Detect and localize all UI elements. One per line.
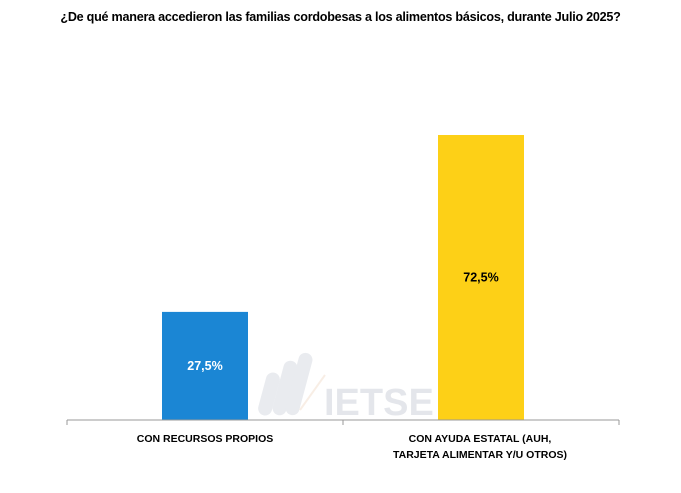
svg-text:IETSE: IETSE [324,382,434,424]
data-label: 72,5% [463,271,498,285]
watermark-logo: IETSE [258,352,434,424]
x-tick-label: CON AYUDA ESTATAL (AUH, TARJETA ALIMENTA… [392,433,568,461]
chart-title: ¿De qué manera accedieron las familias c… [60,10,621,24]
x-tick-label: CON RECURSOS PROPIOS [136,433,274,445]
bar [162,311,248,420]
bar [438,135,524,420]
data-label: 27,5% [187,359,222,373]
